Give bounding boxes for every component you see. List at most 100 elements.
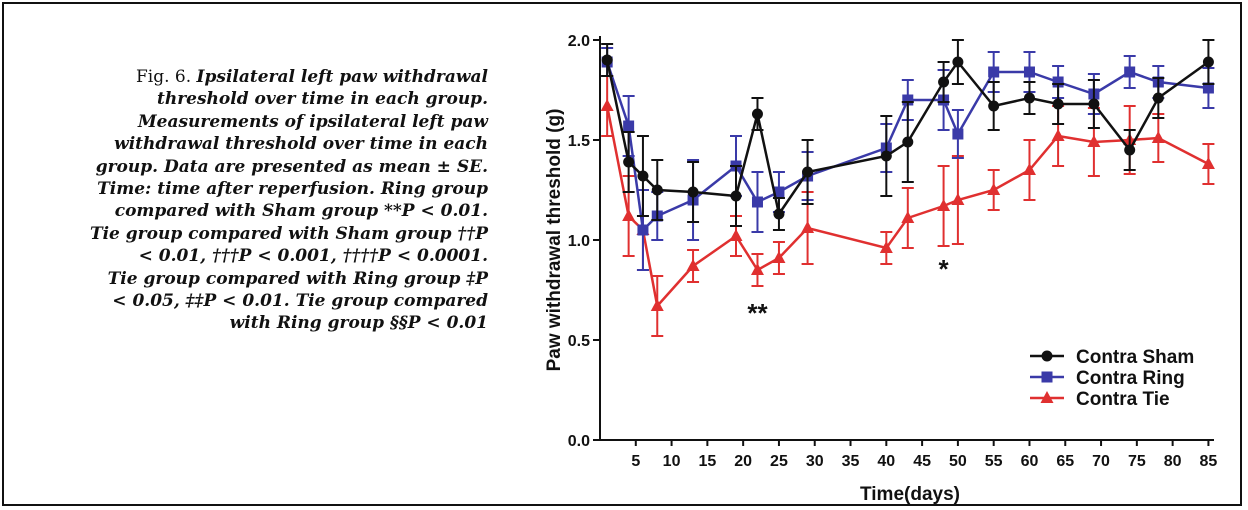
data-point-triangle xyxy=(1040,391,1054,403)
data-point-square xyxy=(952,128,964,140)
x-tick-label: 50 xyxy=(949,453,967,470)
data-point-circle xyxy=(1023,92,1035,104)
data-point-triangle xyxy=(987,183,1001,195)
data-point-circle xyxy=(938,76,950,88)
data-point-circle xyxy=(601,54,613,66)
y-tick-label: 2.0 xyxy=(568,33,590,50)
data-point-circle xyxy=(1152,92,1164,104)
data-point-triangle xyxy=(801,221,815,233)
x-tick-label: 15 xyxy=(698,453,716,470)
caption-line: < 0.05, ‡‡P < 0.01. Tie group compared xyxy=(112,291,488,312)
series-line xyxy=(605,59,1210,218)
data-point-triangle xyxy=(600,99,614,111)
caption-line: with Ring group §§P < 0.01 xyxy=(229,313,488,334)
x-tick-label: 25 xyxy=(770,453,788,470)
data-point-square xyxy=(1124,66,1136,78)
data-point-square xyxy=(988,66,1000,78)
data-point-circle xyxy=(1041,350,1053,362)
caption-line: compared with Sham group **P < 0.01. xyxy=(114,201,488,222)
data-point-triangle xyxy=(686,259,700,271)
data-point-triangle xyxy=(879,241,893,253)
y-tick-label: 1.0 xyxy=(568,233,590,250)
data-point-circle xyxy=(902,136,914,148)
data-point-circle xyxy=(1202,56,1214,68)
x-tick-label: 60 xyxy=(1021,453,1039,470)
legend-item-tie: Contra Tie xyxy=(1030,389,1170,410)
data-point-circle xyxy=(952,56,964,68)
data-point-circle xyxy=(730,190,742,202)
legend-item-ring: Contra Ring xyxy=(1030,368,1185,389)
data-point-triangle xyxy=(750,263,764,275)
x-tick-label: 75 xyxy=(1128,453,1146,470)
data-point-circle xyxy=(687,186,699,198)
data-point-triangle xyxy=(937,199,951,211)
data-point-triangle xyxy=(729,229,743,241)
caption-line: Tie group compared with Ring group ‡P xyxy=(107,268,488,289)
data-point-circle xyxy=(988,100,1000,112)
caption-line: Time: time after reperfusion. Ring group xyxy=(97,179,488,200)
x-tick-label: 40 xyxy=(877,453,895,470)
legend-label: Contra Ring xyxy=(1076,368,1185,389)
data-point-circle xyxy=(773,208,785,220)
x-tick-label: 30 xyxy=(806,453,824,470)
y-tick-label: 0.5 xyxy=(568,333,590,350)
x-tick-label: 35 xyxy=(842,453,860,470)
data-point-triangle xyxy=(951,193,965,205)
chart-series: *** xyxy=(600,39,1215,337)
legend-item-sham: Contra Sham xyxy=(1030,347,1194,368)
data-point-circle xyxy=(751,108,763,120)
chart-axes: 0.0 0.5 1.0 1.5 2.0 5 10 15 20 25 30 35 40 45 50 55 60 65… xyxy=(568,33,1218,470)
x-tick-label: 65 xyxy=(1056,453,1074,470)
data-point-triangle xyxy=(1051,129,1065,141)
data-point-square xyxy=(1023,66,1035,78)
x-tick-label: 85 xyxy=(1200,453,1218,470)
series-line xyxy=(605,61,1209,233)
caption-line: Tie group compared with Sham group ††P xyxy=(89,223,488,244)
legend-label: Contra Sham xyxy=(1076,347,1194,368)
data-point-triangle xyxy=(622,209,636,221)
significance-marker: * xyxy=(939,254,950,284)
data-point-triangle xyxy=(650,299,664,311)
data-point-square xyxy=(902,94,914,106)
data-point-triangle xyxy=(901,211,915,223)
data-point-circle xyxy=(637,170,649,182)
data-point-square xyxy=(1052,76,1064,88)
y-tick-label: 0.0 xyxy=(568,433,590,450)
y-axis-title: Paw withdrawal threshold (g) xyxy=(544,109,565,372)
x-tick-label: 70 xyxy=(1092,453,1110,470)
caption-line: Fig. 6. Ipsilateral left paw withdrawal xyxy=(40,66,488,88)
figure-caption: Fig. 6. Ipsilateral left paw withdrawal … xyxy=(40,66,488,335)
data-point-square xyxy=(637,224,649,236)
x-tick-label: 20 xyxy=(734,453,752,470)
caption-lead: Fig. 6. xyxy=(135,67,192,87)
caption-line: < 0.01, †††P < 0.001, ††††P < 0.0001. xyxy=(138,246,488,267)
data-point-triangle xyxy=(1022,163,1036,175)
data-point-triangle xyxy=(1151,131,1165,143)
caption-line: group. Data are presented as mean ± SE. xyxy=(95,156,488,177)
x-tick-label: 45 xyxy=(913,453,931,470)
data-point-circle xyxy=(1088,98,1100,110)
data-point-square xyxy=(623,120,635,132)
data-point-circle xyxy=(651,184,663,196)
caption-line: Measurements of ipsilateral left paw xyxy=(137,111,488,132)
x-tick-label: 10 xyxy=(663,453,681,470)
caption-line: withdrawal threshold over time in each xyxy=(114,134,488,155)
legend-label: Contra Tie xyxy=(1076,389,1170,410)
x-tick-label: 80 xyxy=(1164,453,1182,470)
series-sham xyxy=(601,39,1215,231)
data-point-square xyxy=(773,186,785,198)
data-point-circle xyxy=(623,156,635,168)
y-tick-label: 1.5 xyxy=(568,133,590,150)
data-point-circle xyxy=(1124,144,1136,156)
data-point-circle xyxy=(1052,98,1064,110)
data-point-triangle xyxy=(1087,135,1101,147)
series-line xyxy=(605,105,1209,309)
x-tick-label: 55 xyxy=(985,453,1003,470)
caption-text: Ipsilateral left paw withdrawal xyxy=(196,67,488,87)
data-point-circle xyxy=(880,150,892,162)
data-point-square xyxy=(1041,371,1053,383)
data-point-square xyxy=(751,196,763,208)
